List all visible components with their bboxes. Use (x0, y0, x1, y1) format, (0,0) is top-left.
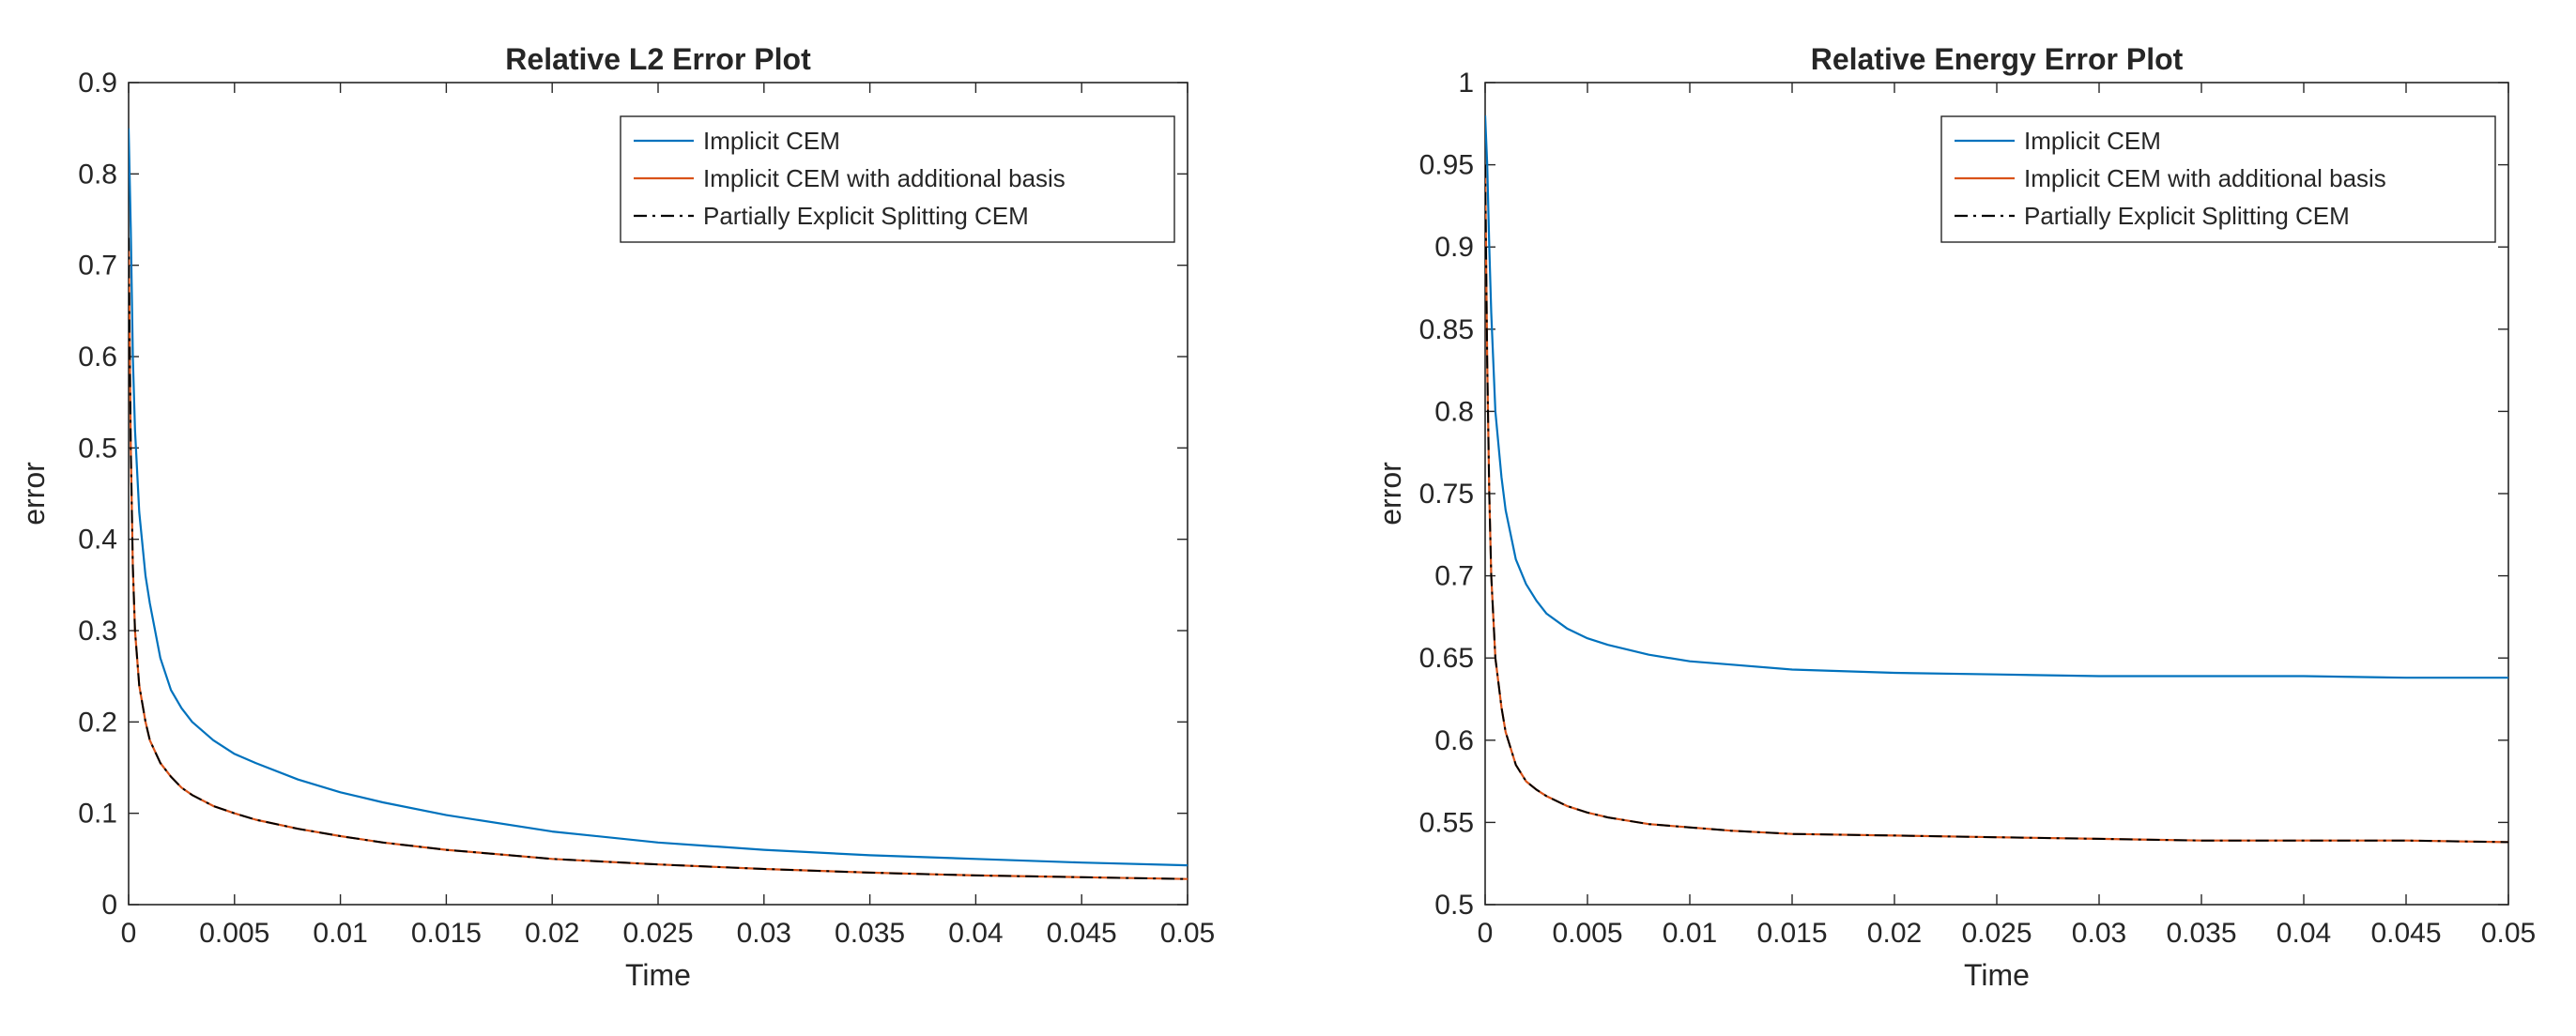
y-tick-label: 0.8 (1434, 396, 1474, 427)
legend-label-2: Implicit CEM with additional basis (703, 164, 1066, 192)
y-tick-label: 0.7 (1434, 561, 1474, 592)
x-tick-label: 0.005 (1552, 918, 1622, 949)
x-tick-label: 0.01 (313, 918, 367, 949)
y-tick-label: 0.1 (78, 799, 117, 830)
series-line-3 (1485, 164, 2508, 844)
legend: Implicit CEM Implicit CEM with additional… (620, 115, 1175, 243)
x-tick-label: 0.04 (2277, 918, 2331, 949)
x-tick-label: 0.04 (948, 918, 1003, 949)
y-tick-label: 0.5 (78, 433, 117, 464)
x-tick-label: 0.01 (1663, 918, 1717, 949)
x-tick-label: 0.045 (1047, 918, 1117, 949)
y-tick-label: 0.3 (78, 616, 117, 647)
legend-label-3: Partially Explicit Splitting CEM (2024, 202, 2350, 230)
y-tick-label: 0.7 (78, 251, 117, 282)
series-line-1 (129, 128, 1188, 867)
y-tick-label: 0.65 (1419, 643, 1474, 674)
y-axis-label: error (1373, 462, 1407, 526)
legend: Implicit CEM Implicit CEM with additional… (1940, 115, 2496, 243)
y-tick-label: 0 (101, 890, 117, 921)
chart-title: Relative Energy Error Plot (1811, 42, 2184, 76)
x-axis-label: Time (625, 958, 691, 992)
legend-label-1: Implicit CEM (2024, 127, 2161, 155)
x-tick-label: 0 (121, 918, 137, 949)
y-tick-label: 0.2 (78, 707, 117, 738)
x-tick-label: 0 (1478, 918, 1494, 949)
x-tick-label: 0.015 (1756, 918, 1827, 949)
y-tick-label: 0.6 (78, 342, 117, 373)
x-tick-label: 0.025 (1961, 918, 2032, 949)
legend-label-2: Implicit CEM with additional basis (2024, 164, 2386, 192)
legend-box (1940, 115, 2496, 243)
y-axis-label: error (17, 462, 51, 526)
y-tick-label: 0.4 (78, 525, 117, 556)
x-tick-label: 0.045 (2370, 918, 2441, 949)
x-tick-label: 0.02 (525, 918, 579, 949)
y-tick-label: 0.9 (78, 68, 117, 99)
x-tick-label: 0.05 (1160, 918, 1215, 949)
legend-label-3: Partially Explicit Splitting CEM (703, 202, 1029, 230)
chart-1: Relative L2 Error Plot 0 0.005 0.01 0.015 0.0… (17, 42, 1215, 992)
y-tick-label: 0.55 (1419, 807, 1474, 838)
x-axis-label: Time (1964, 958, 2030, 992)
legend-box (620, 115, 1175, 243)
x-tick-label: 0.035 (835, 918, 905, 949)
x-tick-label: 0.015 (411, 918, 482, 949)
y-tick-label: 0.5 (1434, 890, 1474, 921)
chart-2: Relative Energy Error Plot 0 0.005 0.01 0.01… (1373, 42, 2536, 992)
x-tick-label: 0.025 (622, 918, 693, 949)
y-tick-label: 0.8 (78, 159, 117, 190)
legend-label-1: Implicit CEM (703, 127, 840, 155)
y-tick-label: 0.85 (1419, 314, 1474, 345)
x-tick-label: 0.03 (737, 918, 791, 949)
x-tick-label: 0.02 (1867, 918, 1922, 949)
chart-title: Relative L2 Error Plot (505, 42, 811, 76)
y-tick-label: 0.95 (1419, 150, 1474, 181)
y-tick-label: 0.9 (1434, 232, 1474, 263)
x-tick-label: 0.035 (2166, 918, 2236, 949)
series-line-3 (129, 237, 1188, 880)
y-tick-label: 0.6 (1434, 725, 1474, 756)
x-tick-label: 0.05 (2481, 918, 2536, 949)
x-tick-label: 0.03 (2072, 918, 2126, 949)
y-tick-label: 1 (1458, 68, 1474, 99)
y-tick-label: 0.75 (1419, 479, 1474, 510)
series-line-1 (1485, 114, 2508, 679)
x-tick-label: 0.005 (199, 918, 269, 949)
